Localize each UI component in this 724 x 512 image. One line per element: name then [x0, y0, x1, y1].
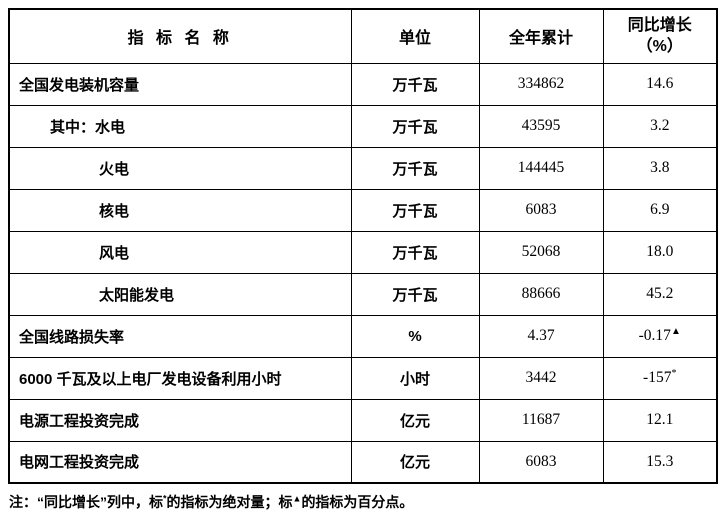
table-row: 全国发电装机容量 万千瓦 334862 14.6	[8, 62, 718, 106]
header-row: 指 标 名 称 单位 全年累计 同比增长 （%）	[8, 8, 718, 64]
annual-total-cell: 334862	[478, 62, 604, 106]
unit-cell: %	[350, 314, 480, 358]
table-row: 电网工程投资完成 亿元 6083 15.3	[8, 440, 718, 484]
growth-cell: 6.9	[602, 188, 718, 232]
header-yoy-growth: 同比增长 （%）	[602, 8, 718, 64]
unit-cell: 万千瓦	[350, 230, 480, 274]
table-row: 太阳能发电 万千瓦 88666 45.2	[8, 272, 718, 316]
unit-cell: 万千瓦	[350, 104, 480, 148]
table-header: 指 标 名 称 单位 全年累计 同比增长 （%）	[8, 8, 718, 64]
growth-value: 3.8	[650, 159, 670, 176]
footnote-prefix: 注：“同比增长”列中，标	[9, 494, 163, 510]
growth-value: 18.0	[646, 243, 674, 260]
indicator-name-cell: 核电	[8, 188, 352, 232]
growth-cell: 3.2	[602, 104, 718, 148]
growth-cell: 3.8	[602, 146, 718, 190]
header-unit: 单位	[350, 8, 480, 64]
footnote-mid: 的指标为绝对量；标	[166, 494, 293, 510]
indicator-name-cell: 全国线路损失率	[8, 314, 352, 358]
header-yoy-growth-line1: 同比增长	[627, 16, 692, 34]
annual-total-cell: 6083	[478, 440, 604, 484]
table-row: 6000 千瓦及以上电厂发电设备利用小时 小时 3442 -157*	[8, 356, 718, 400]
annual-total-cell: 144445	[478, 146, 604, 190]
growth-value: 14.6	[646, 75, 674, 92]
growth-cell: -157*	[602, 356, 718, 400]
annual-total-cell: 88666	[478, 272, 604, 316]
growth-value: 45.2	[646, 285, 674, 302]
unit-cell: 万千瓦	[350, 146, 480, 190]
indicator-name-cell: 风电	[8, 230, 352, 274]
indicator-name-cell: 全国发电装机容量	[8, 62, 352, 106]
annual-total-cell: 11687	[478, 398, 604, 442]
indicator-name-cell: 电源工程投资完成	[8, 398, 352, 442]
unit-cell: 亿元	[350, 398, 480, 442]
table-row: 全国线路损失率 % 4.37 -0.17▲	[8, 314, 718, 358]
annual-total-cell: 52068	[478, 230, 604, 274]
table-row: 风电 万千瓦 52068 18.0	[8, 230, 718, 274]
unit-cell: 万千瓦	[350, 188, 480, 232]
growth-marker: *	[671, 367, 677, 379]
table-row: 电源工程投资完成 亿元 11687 12.1	[8, 398, 718, 442]
footnote-triangle-marker: ▲	[292, 493, 302, 504]
table-body: 全国发电装机容量 万千瓦 334862 14.6 其中：水电 万千瓦 43595…	[8, 62, 718, 484]
growth-value: -157	[643, 369, 672, 386]
header-indicator-name: 指 标 名 称	[8, 8, 352, 64]
growth-cell: 14.6	[602, 62, 718, 106]
growth-value: -0.17	[638, 327, 671, 344]
header-annual-total: 全年累计	[478, 8, 604, 64]
table-row: 核电 万千瓦 6083 6.9	[8, 188, 718, 232]
header-yoy-growth-line2: （%）	[636, 38, 683, 56]
growth-cell: 12.1	[602, 398, 718, 442]
annual-total-cell: 43595	[478, 104, 604, 148]
indicator-name-cell: 电网工程投资完成	[8, 440, 352, 484]
unit-cell: 亿元	[350, 440, 480, 484]
indicator-name-cell: 火电	[8, 146, 352, 190]
footnote: 注：“同比增长”列中，标*的指标为绝对量；标▲的指标为百分点。	[8, 492, 716, 512]
footnote-star-marker: *	[163, 493, 167, 504]
indicator-name-cell: 其中：水电	[8, 104, 352, 148]
growth-value: 12.1	[646, 411, 674, 428]
table-row: 其中：水电 万千瓦 43595 3.2	[8, 104, 718, 148]
footnote-suffix: 的指标为百分点。	[301, 494, 414, 510]
growth-cell: 15.3	[602, 440, 718, 484]
growth-marker: ▲	[670, 325, 681, 337]
growth-value: 15.3	[646, 452, 674, 470]
growth-value: 3.2	[650, 117, 670, 134]
power-indicators-table: 指 标 名 称 单位 全年累计 同比增长 （%） 全国发电装机容量 万千瓦 33…	[8, 8, 718, 484]
growth-cell: 45.2	[602, 272, 718, 316]
unit-cell: 万千瓦	[350, 62, 480, 106]
growth-cell: -0.17▲	[602, 314, 718, 358]
growth-cell: 18.0	[602, 230, 718, 274]
unit-cell: 小时	[350, 356, 480, 400]
annual-total-cell: 6083	[478, 188, 604, 232]
annual-total-cell: 4.37	[478, 314, 604, 358]
annual-total-cell: 3442	[478, 356, 604, 400]
table-row: 火电 万千瓦 144445 3.8	[8, 146, 718, 190]
indicator-name-cell: 太阳能发电	[8, 272, 352, 316]
growth-value: 6.9	[650, 201, 670, 218]
indicator-name-cell: 6000 千瓦及以上电厂发电设备利用小时	[8, 356, 352, 400]
unit-cell: 万千瓦	[350, 272, 480, 316]
